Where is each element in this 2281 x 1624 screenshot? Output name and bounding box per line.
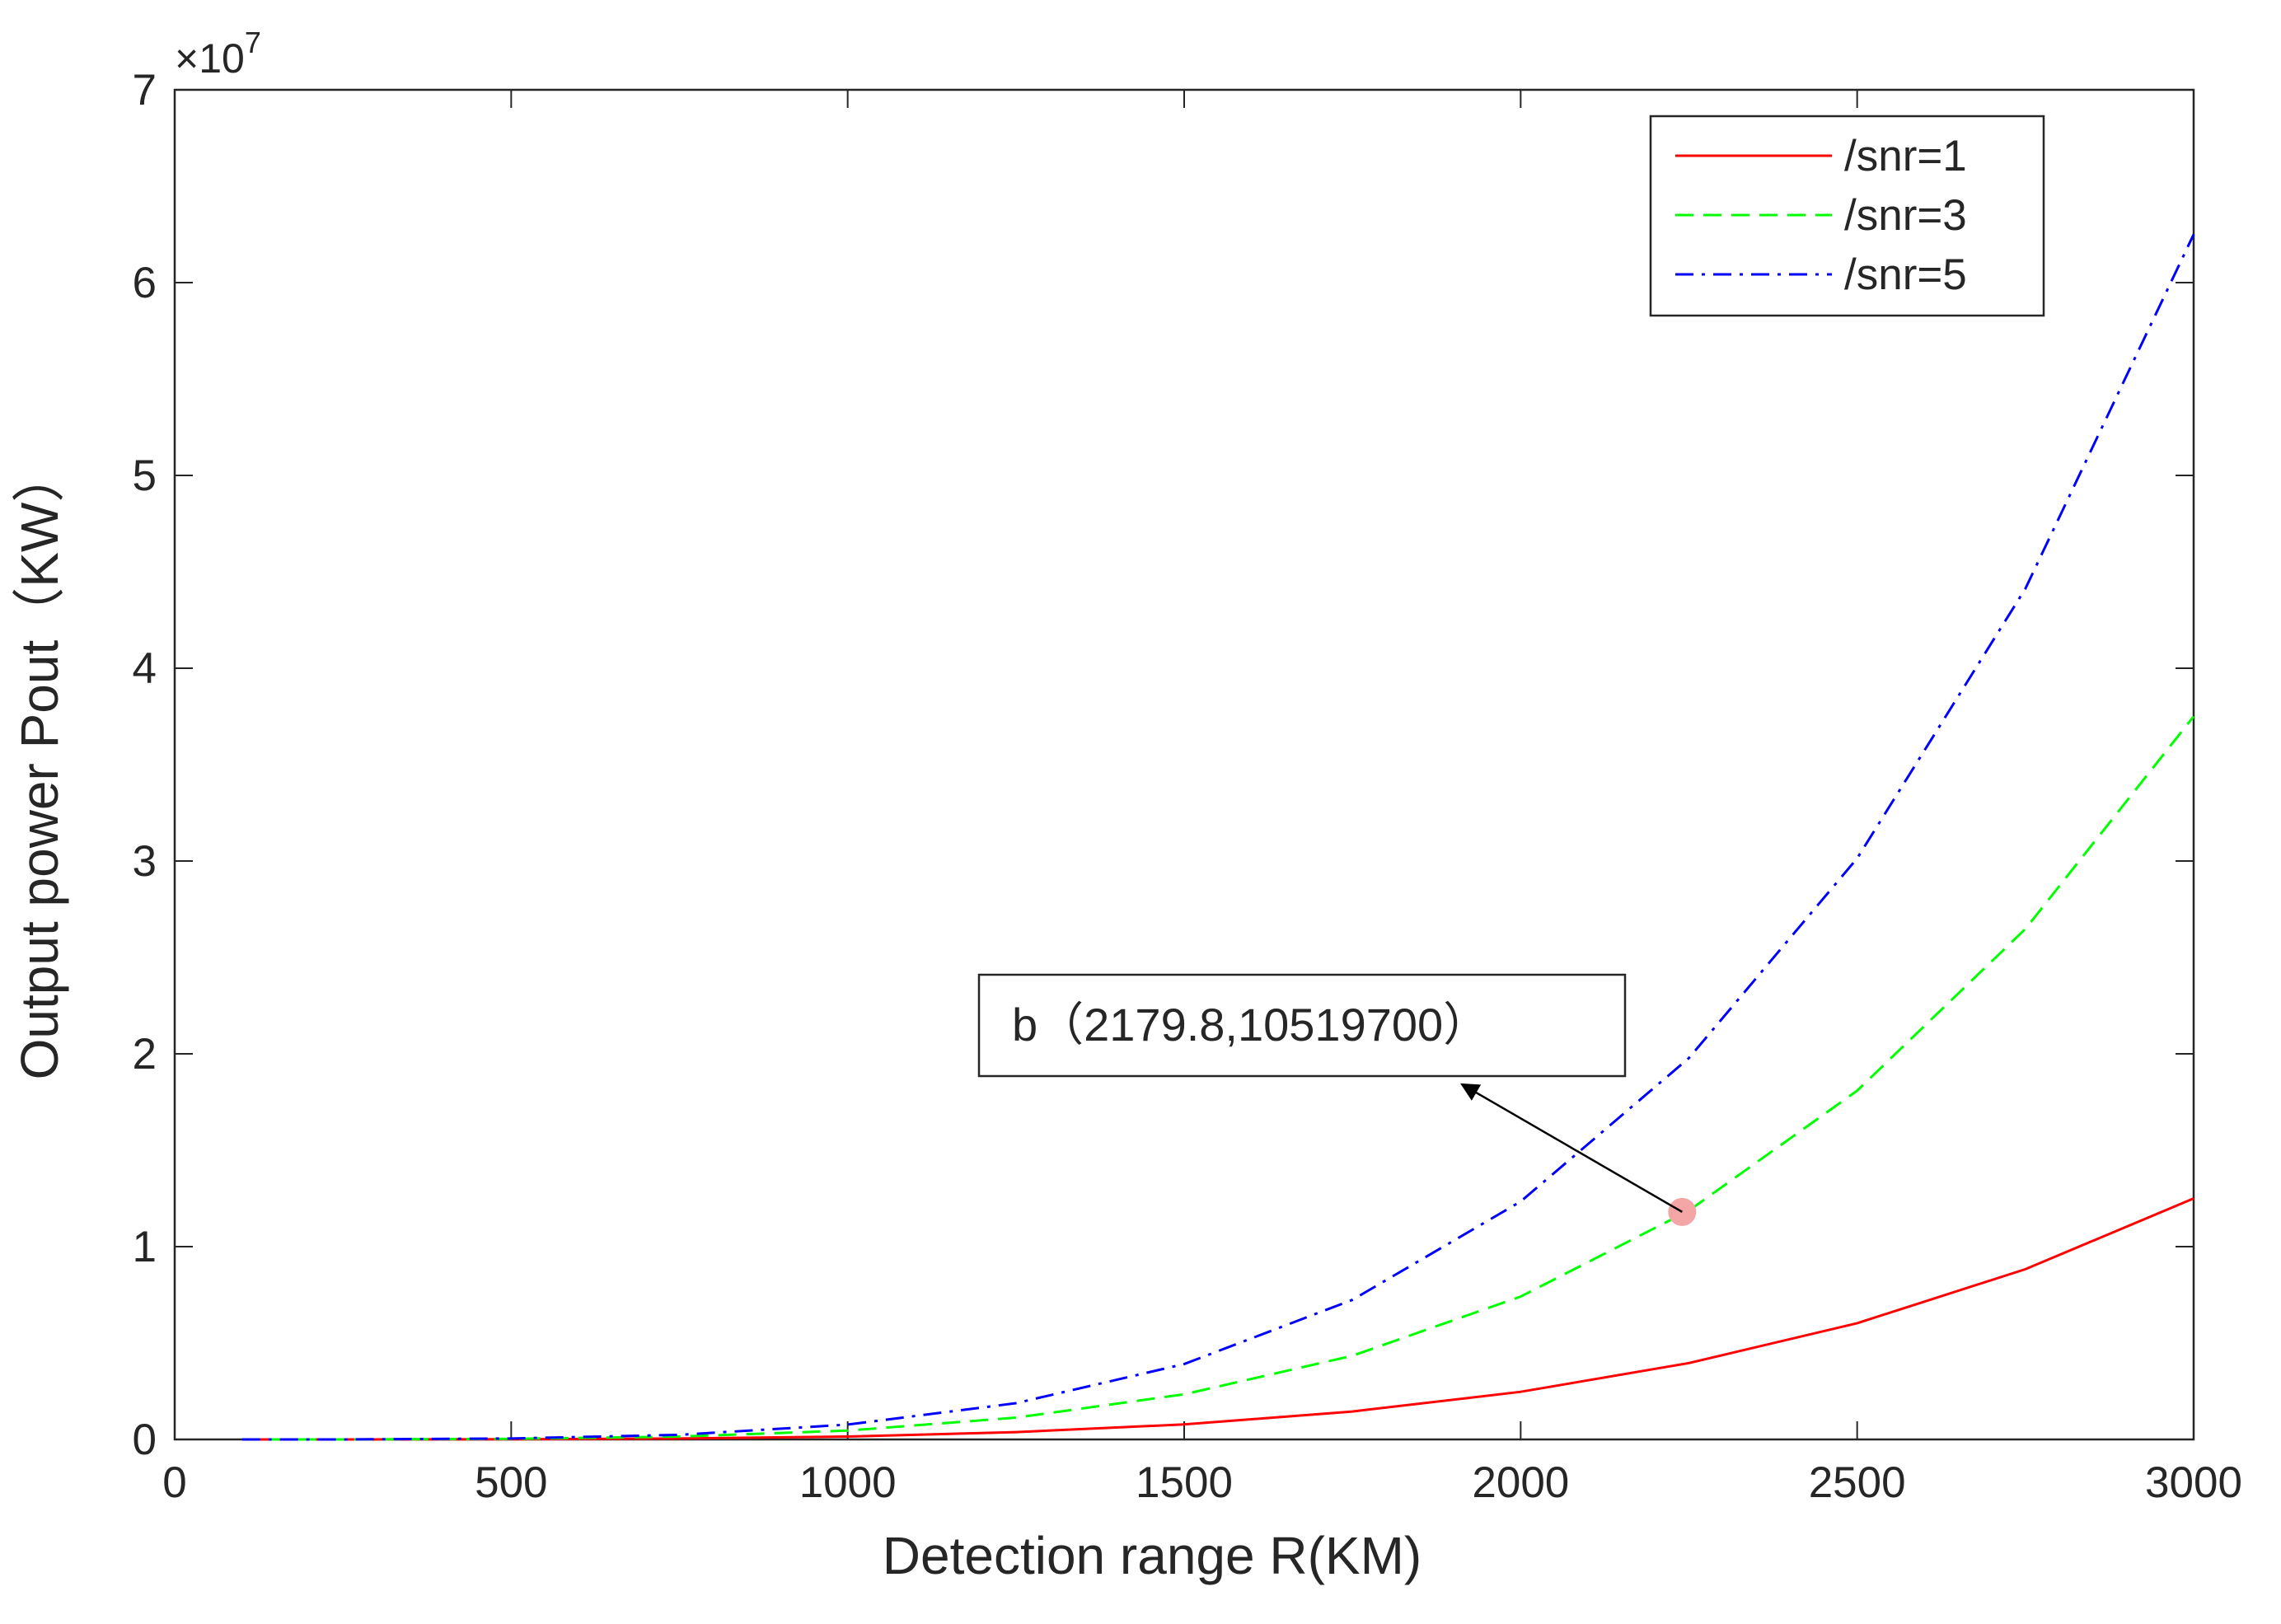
annotation-arrow — [1460, 1083, 1683, 1213]
y-tick-label: 7 — [133, 66, 157, 115]
y-tick-label: 5 — [133, 452, 157, 500]
y-tick-label: 1 — [133, 1223, 157, 1271]
y-tick-label: 4 — [133, 644, 157, 693]
x-tick-label: 500 — [475, 1458, 547, 1507]
y-tick-label: 6 — [133, 259, 157, 307]
x-tick-label: 1500 — [1136, 1458, 1233, 1507]
y-exponent-power: 7 — [245, 26, 261, 59]
plot-frame — [173, 88, 2195, 1441]
y-exponent: ×107 — [175, 26, 261, 82]
x-axis-title: Detection range R(KM) — [883, 1526, 1422, 1585]
legend-label: /snr=1 — [1844, 132, 1967, 180]
x-tick-label: 0 — [162, 1458, 186, 1507]
legend-label: /snr=5 — [1844, 250, 1967, 299]
legend-label: /snr=3 — [1844, 191, 1967, 240]
annotation-box — [977, 973, 1627, 1078]
x-tick-label: 2000 — [1472, 1458, 1569, 1507]
x-tick-label: 3000 — [2145, 1458, 2242, 1507]
y-tick-label: 2 — [133, 1030, 157, 1079]
x-tick-label: 1000 — [799, 1458, 897, 1507]
annotation-marker — [1668, 1197, 1697, 1226]
x-tick-label: 2500 — [1809, 1458, 1906, 1507]
annotation-label: b（2179.8,10519700） — [1012, 999, 1489, 1051]
y-tick-label: 0 — [133, 1416, 157, 1464]
y-exponent-base: ×10 — [175, 35, 245, 82]
series-line — [241, 233, 2195, 1441]
y-tick-label: 3 — [133, 837, 157, 886]
y-axis-title: Output power Pout（KW） — [10, 450, 69, 1080]
